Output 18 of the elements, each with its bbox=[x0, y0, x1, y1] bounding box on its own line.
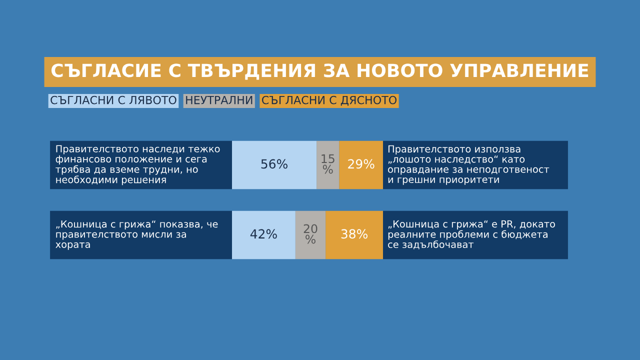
text: НЕУТРАЛНИ bbox=[186, 96, 252, 104]
text: СЪГЛАСНИ С ДЯСНОТО bbox=[262, 96, 397, 106]
data-label: 15 % bbox=[322, 154, 334, 174]
data-label: 38% bbox=[341, 229, 368, 239]
chart-title: СЪГЛАСИЕ С ТВЪРДЕНИЯ ЗА НОВОТО УПРАВЛЕНИЕ bbox=[51, 64, 588, 80]
bar bbox=[326, 210, 383, 260]
y2-tick-label: Правителството използва „лошото наследство“ като оправдание за неподготвеност и грешни приоритети bbox=[388, 145, 550, 185]
y2-tick-label: „Кошница с грижа“ е PR, докато реалните проблеми с бюджета се задълбочават bbox=[388, 220, 555, 250]
bar bbox=[295, 210, 326, 260]
bar bbox=[316, 140, 340, 190]
bar bbox=[339, 140, 383, 190]
y-tick-label: „Кошница с грижа“ показва, че правителството мисли за хората bbox=[56, 220, 218, 250]
data-label: 29% bbox=[348, 159, 374, 169]
data-label: 20 % bbox=[304, 224, 318, 244]
data-label: 56% bbox=[261, 159, 288, 169]
y-tick-label: Правителството наследи тежко финансово положение и сега трябва да вземе трудни, но необходими решения bbox=[56, 145, 220, 186]
data-label: 42% bbox=[250, 229, 277, 239]
text: СЪГЛАСНИ С ЛЯВОТО bbox=[50, 96, 176, 104]
